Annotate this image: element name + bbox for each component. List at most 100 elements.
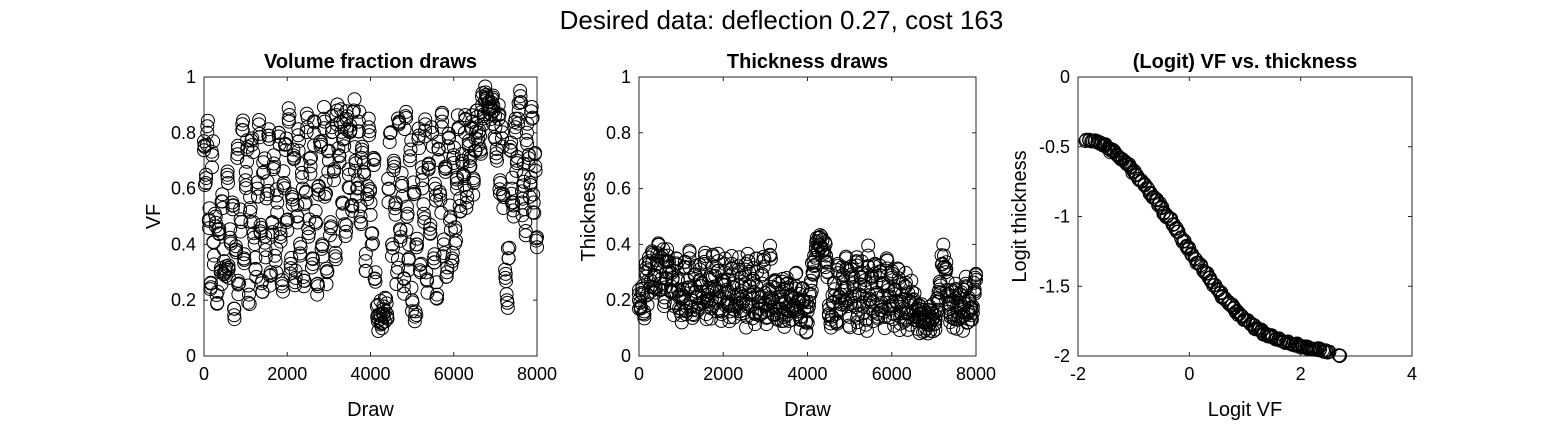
data-point (347, 163, 362, 178)
data-point (710, 246, 725, 261)
data-point (399, 104, 414, 119)
x-tick-label: 0 (634, 364, 644, 384)
data-point (204, 144, 219, 159)
data-point (867, 266, 882, 281)
data-point (197, 134, 211, 149)
data-point (243, 201, 258, 216)
data-point (358, 263, 373, 278)
data-point (933, 285, 948, 300)
data-point (518, 224, 533, 238)
data-point (459, 200, 474, 215)
data-point (489, 150, 504, 165)
data-point (669, 257, 684, 272)
data-point (291, 134, 306, 149)
data-point (252, 113, 267, 127)
x-tick-label: 2000 (267, 364, 307, 384)
data-point (967, 282, 982, 297)
data-point (396, 279, 411, 294)
data-point (660, 248, 675, 263)
data-point (965, 305, 980, 320)
data-point (500, 241, 515, 256)
data-point (928, 322, 943, 337)
data-point (335, 195, 350, 210)
data-point (286, 148, 301, 163)
data-point (524, 100, 539, 114)
data-point (495, 131, 509, 146)
data-point (365, 236, 380, 251)
data-point (457, 178, 472, 193)
data-point (445, 254, 460, 268)
data-point (876, 275, 891, 290)
data-point (528, 146, 543, 160)
y-tick-label: 0.2 (606, 290, 631, 310)
data-point (252, 126, 267, 141)
data-point (287, 278, 302, 293)
data-point (305, 257, 320, 271)
data-point (348, 156, 363, 171)
data-point (872, 258, 887, 273)
y-tick-label: 0.6 (171, 179, 196, 199)
data-point (692, 262, 707, 277)
x-tick-label: 0 (1184, 364, 1194, 384)
data-point (284, 251, 299, 265)
data-point (297, 197, 312, 212)
data-point (211, 222, 226, 237)
data-point (491, 111, 506, 126)
data-point (423, 226, 438, 241)
data-point (353, 209, 368, 224)
data-point (350, 189, 365, 204)
data-point (323, 221, 338, 236)
data-point (288, 275, 303, 290)
data-point (230, 138, 245, 153)
data-point (784, 279, 799, 293)
data-point (233, 224, 248, 239)
data-point (530, 240, 544, 255)
data-point (332, 149, 347, 164)
data-point (297, 273, 311, 288)
data-point (840, 299, 855, 314)
data-point (230, 147, 245, 162)
data-point (218, 269, 233, 284)
data-point (849, 250, 864, 265)
data-point (528, 163, 543, 178)
data-point (410, 231, 425, 246)
data-point (404, 280, 419, 295)
data-point (1090, 134, 1105, 149)
data-point (313, 134, 328, 149)
data-point (330, 97, 345, 112)
data-point (294, 157, 309, 172)
data-point (706, 259, 721, 274)
data-point (326, 173, 341, 188)
data-point (969, 272, 983, 287)
data-point (252, 130, 267, 145)
data-point (763, 238, 777, 253)
x-tick-label: 8000 (956, 364, 996, 384)
data-point (361, 120, 376, 135)
data-point (321, 144, 335, 159)
data-point (380, 310, 395, 325)
data-point (238, 173, 253, 188)
data-point (636, 306, 651, 321)
data-point (200, 113, 215, 128)
data-point (419, 272, 434, 287)
data-point (509, 163, 524, 178)
data-point (724, 249, 739, 263)
data-point (755, 267, 770, 282)
data-point (308, 214, 323, 229)
data-point (898, 265, 913, 280)
data-point (291, 143, 306, 158)
data-point (513, 83, 528, 98)
data-point (495, 125, 510, 140)
data-point (257, 235, 272, 250)
data-point (360, 192, 375, 207)
data-point (878, 309, 893, 324)
data-point (799, 325, 814, 340)
chart-title: Thickness draws (727, 51, 888, 73)
data-point (307, 114, 321, 129)
data-point (515, 208, 530, 223)
data-point (861, 238, 876, 253)
data-point (423, 217, 438, 232)
data-point (964, 312, 979, 327)
data-point (400, 206, 415, 221)
data-point (428, 188, 443, 203)
